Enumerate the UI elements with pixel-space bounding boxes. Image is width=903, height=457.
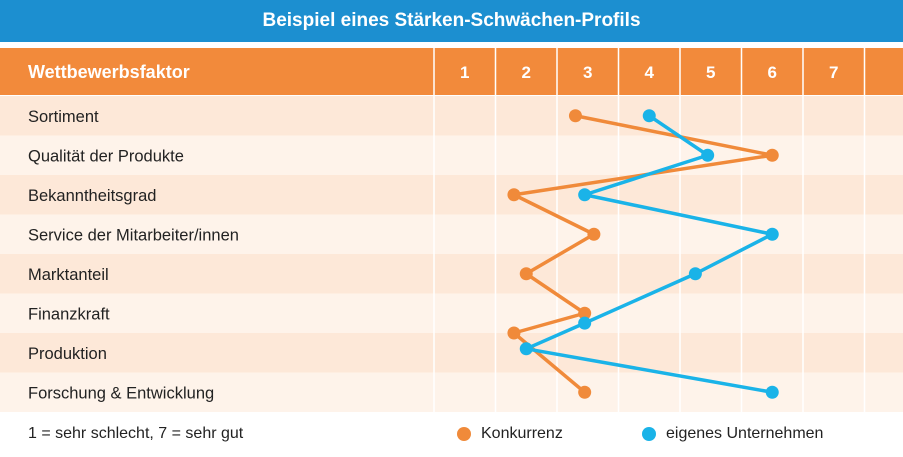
scale-label-5: 5 bbox=[706, 63, 715, 82]
data-point-eigenes-unternehmen bbox=[519, 342, 533, 356]
data-point-eigenes-unternehmen bbox=[765, 385, 779, 399]
scale-label-6: 6 bbox=[768, 63, 777, 82]
legend-dot-konkurrenz bbox=[457, 427, 471, 441]
legend-dot-eigenes-unternehmen bbox=[642, 427, 656, 441]
row-band bbox=[0, 96, 903, 136]
chart-title: Beispiel eines Stärken-Schwächen-Profils bbox=[0, 0, 903, 45]
data-point-konkurrenz bbox=[568, 109, 582, 123]
category-label: Forschung & Entwicklung bbox=[28, 385, 214, 403]
data-point-konkurrenz bbox=[507, 326, 521, 340]
data-point-eigenes-unternehmen bbox=[701, 148, 715, 162]
scale-label-4: 4 bbox=[645, 63, 655, 82]
legend-item-eigenes-unternehmen: eigenes Unternehmen bbox=[642, 425, 823, 443]
scale-label-3: 3 bbox=[583, 63, 592, 82]
row-band bbox=[0, 372, 903, 412]
row-band bbox=[0, 293, 903, 333]
data-point-eigenes-unternehmen bbox=[578, 316, 592, 330]
category-label: Produktion bbox=[28, 345, 107, 363]
chart-title-text: Beispiel eines Stärken-Schwächen-Profils bbox=[262, 10, 641, 31]
row-band bbox=[0, 214, 903, 254]
header-label: Wettbewerbsfaktor bbox=[28, 62, 190, 82]
row-band bbox=[0, 175, 903, 215]
data-point-konkurrenz bbox=[519, 267, 533, 281]
legend: 1 = sehr schlecht, 7 = sehr gut Konkurre… bbox=[0, 413, 903, 457]
legend-item-konkurrenz: Konkurrenz bbox=[457, 425, 563, 443]
scale-label-1: 1 bbox=[460, 63, 469, 82]
legend-label-eigenes-unternehmen: eigenes Unternehmen bbox=[666, 425, 824, 442]
category-label: Marktanteil bbox=[28, 266, 109, 284]
legend-label-konkurrenz: Konkurrenz bbox=[481, 425, 563, 442]
series-line-eigenes-unternehmen bbox=[524, 114, 774, 394]
row-band bbox=[0, 254, 903, 294]
scale-label-2: 2 bbox=[522, 63, 531, 82]
category-label: Bekanntheitsgrad bbox=[28, 187, 156, 205]
row-band bbox=[0, 333, 903, 373]
profile-chart: Wettbewerbsfaktor 1 2 3 4 5 6 7 Sortiment Qualitä… bbox=[0, 48, 903, 412]
scale-label-7: 7 bbox=[829, 63, 838, 82]
category-label: Service der Mitarbeiter/innen bbox=[28, 227, 239, 245]
header-bar bbox=[0, 48, 903, 95]
category-label: Sortiment bbox=[28, 108, 99, 126]
series-line-konkurrenz bbox=[512, 114, 774, 394]
row-band bbox=[0, 135, 903, 175]
legend-scale-note: 1 = sehr schlecht, 7 = sehr gut bbox=[28, 425, 244, 442]
category-label: Finanzkraft bbox=[28, 306, 110, 324]
data-point-eigenes-unternehmen bbox=[578, 188, 592, 202]
data-point-konkurrenz bbox=[578, 385, 592, 399]
category-label: Qualität der Produkte bbox=[28, 148, 184, 166]
data-point-konkurrenz bbox=[587, 227, 601, 241]
data-point-konkurrenz bbox=[765, 148, 779, 162]
data-point-eigenes-unternehmen bbox=[688, 267, 702, 281]
data-point-eigenes-unternehmen bbox=[765, 227, 779, 241]
data-point-eigenes-unternehmen bbox=[642, 109, 656, 123]
data-point-konkurrenz bbox=[507, 188, 521, 202]
data-point-konkurrenz bbox=[578, 306, 592, 320]
